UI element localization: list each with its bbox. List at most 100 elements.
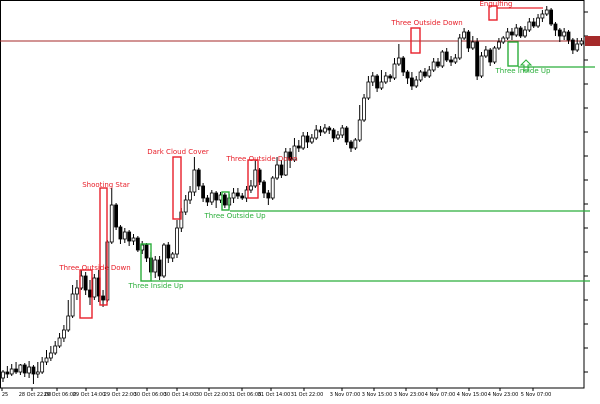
candle-body bbox=[366, 81, 371, 99]
candle-body bbox=[188, 191, 192, 201]
candle-body bbox=[301, 135, 306, 149]
candle-body bbox=[483, 49, 488, 57]
pattern-label: Three Inside Up bbox=[495, 67, 551, 75]
candle-body bbox=[549, 9, 553, 25]
candle-body bbox=[14, 368, 18, 373]
candle-body bbox=[170, 253, 175, 259]
candle-body bbox=[327, 127, 332, 131]
candle-body bbox=[336, 134, 340, 139]
candle-body bbox=[457, 37, 462, 59]
candle-body bbox=[231, 192, 236, 199]
candle-body bbox=[514, 27, 519, 36]
candle-body bbox=[392, 63, 397, 79]
candle-body bbox=[109, 204, 114, 243]
candle-body bbox=[92, 277, 97, 298]
candle-body bbox=[222, 194, 227, 206]
candle-body bbox=[314, 129, 319, 139]
candle-body bbox=[501, 37, 506, 43]
candle-body bbox=[75, 287, 79, 295]
candle-body bbox=[414, 79, 419, 87]
candle-body bbox=[18, 364, 23, 373]
candle-body bbox=[575, 43, 580, 51]
candle-body bbox=[440, 51, 445, 67]
candle-body bbox=[240, 195, 245, 199]
pattern-label: Three Outside Down bbox=[390, 19, 462, 27]
candle-body bbox=[205, 197, 210, 203]
candle-body bbox=[322, 127, 327, 133]
candle-body bbox=[436, 61, 440, 67]
x-tick-label: 31 Oct 22:00 bbox=[291, 392, 324, 398]
pattern-box bbox=[99, 187, 108, 306]
candle-body bbox=[492, 47, 497, 63]
up-arrow-icon bbox=[519, 59, 533, 72]
candle-body bbox=[288, 151, 293, 161]
x-tick-label: 30 Oct 14:00 bbox=[164, 392, 197, 398]
candle-body bbox=[135, 237, 140, 251]
x-tick-label: 30 Oct 06:00 bbox=[134, 392, 167, 398]
candle-body bbox=[396, 57, 401, 65]
candle-body bbox=[70, 293, 75, 317]
candle-body bbox=[470, 41, 475, 49]
pattern-label: Shooting Star bbox=[82, 181, 130, 189]
candle-body bbox=[262, 181, 266, 194]
candle-body bbox=[562, 31, 567, 37]
candle-body bbox=[379, 81, 384, 89]
candle-body bbox=[62, 329, 66, 339]
candle-body bbox=[196, 169, 201, 187]
pattern-box bbox=[507, 41, 519, 67]
candle-body bbox=[122, 231, 127, 240]
candle-body bbox=[153, 259, 158, 273]
candle-body bbox=[88, 289, 92, 298]
pattern-label: Engulfing bbox=[480, 0, 513, 8]
candle-body bbox=[527, 21, 532, 31]
pattern-box bbox=[79, 269, 93, 319]
candle-body bbox=[340, 127, 345, 136]
candle-body bbox=[510, 31, 514, 36]
candle-body bbox=[283, 151, 288, 176]
candle-body bbox=[431, 61, 436, 71]
candle-body bbox=[131, 237, 136, 242]
candle-body bbox=[553, 23, 558, 31]
candle-body bbox=[423, 71, 427, 77]
candle-body bbox=[449, 59, 453, 63]
candle-body bbox=[249, 185, 253, 191]
pattern-box bbox=[410, 27, 421, 54]
candle-body bbox=[523, 29, 527, 37]
candle-body bbox=[544, 9, 549, 15]
candle-body bbox=[57, 337, 62, 347]
candle-body bbox=[201, 185, 206, 199]
x-tick-label: 5 Nov 07:00 bbox=[521, 392, 552, 398]
candle-body bbox=[388, 75, 393, 79]
candle-body bbox=[27, 366, 32, 374]
candle-body bbox=[331, 129, 336, 139]
candle-body bbox=[444, 51, 449, 61]
candle-body bbox=[127, 231, 132, 242]
pattern-label: Three Outside Down bbox=[225, 155, 297, 163]
candle-body bbox=[175, 227, 179, 255]
candle-body bbox=[349, 141, 353, 149]
candle-body bbox=[162, 244, 166, 277]
candle-body bbox=[383, 75, 388, 83]
x-tick-label: 30 Oct 22:00 bbox=[196, 392, 229, 398]
candle-body bbox=[22, 364, 27, 374]
x-tick-label: 31 Oct 14:00 bbox=[258, 392, 291, 398]
x-tick-label: 29 Oct 14:00 bbox=[73, 392, 106, 398]
candle-body bbox=[1, 371, 5, 379]
candle-body bbox=[118, 226, 123, 240]
candle-body bbox=[505, 31, 510, 39]
candle-body bbox=[235, 192, 240, 197]
candle-body bbox=[401, 57, 406, 73]
candle-body bbox=[531, 21, 536, 27]
candle-body bbox=[357, 119, 362, 141]
x-tick-label: 3 Nov 15:00 bbox=[362, 392, 393, 398]
candle-body bbox=[418, 71, 423, 81]
candle-body bbox=[475, 41, 480, 77]
candle-body bbox=[375, 75, 380, 89]
pattern-label: Dark Cloud Cover bbox=[147, 148, 209, 156]
candle-body bbox=[5, 371, 10, 375]
candle-body bbox=[192, 169, 197, 193]
candle-body bbox=[566, 31, 571, 41]
candle-body bbox=[166, 244, 171, 259]
candle-body bbox=[353, 139, 358, 149]
